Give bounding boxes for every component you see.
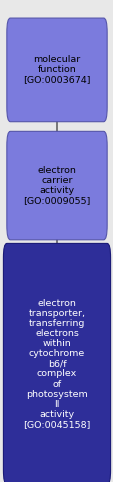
Text: molecular
function
[GO:0003674]: molecular function [GO:0003674] xyxy=(23,55,90,84)
Text: electron
transporter,
transferring
electrons
within
cytochrome
b6/f
complex
of
p: electron transporter, transferring elect… xyxy=(23,299,90,428)
FancyBboxPatch shape xyxy=(3,243,110,482)
FancyBboxPatch shape xyxy=(7,18,106,122)
Text: electron
carrier
activity
[GO:0009055]: electron carrier activity [GO:0009055] xyxy=(23,166,90,205)
FancyBboxPatch shape xyxy=(7,132,106,240)
